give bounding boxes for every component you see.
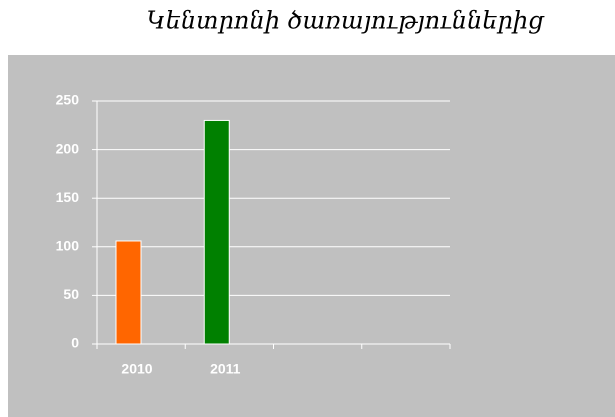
- y-tick-label: 200: [56, 140, 80, 156]
- y-tick-label: 0: [71, 335, 79, 351]
- chart-background: [8, 55, 615, 417]
- y-tick-label: 50: [63, 286, 79, 302]
- bar: [115, 240, 142, 345]
- chart-title: Կենտրոնի ծառայություններից: [147, 7, 546, 35]
- x-tick-label: 2010: [121, 361, 152, 377]
- y-tick-label: 250: [56, 92, 80, 108]
- bar: [203, 119, 230, 345]
- x-tick-label: 2011: [210, 361, 241, 377]
- y-tick-label: 150: [56, 189, 80, 205]
- y-tick-label: 100: [56, 238, 80, 254]
